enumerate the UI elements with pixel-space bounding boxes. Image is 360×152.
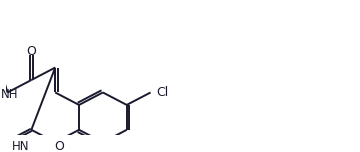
Text: O: O	[26, 45, 36, 58]
Text: Cl: Cl	[157, 86, 169, 99]
Text: O: O	[54, 140, 64, 152]
Text: HN: HN	[12, 140, 29, 152]
Text: NH: NH	[1, 88, 18, 101]
